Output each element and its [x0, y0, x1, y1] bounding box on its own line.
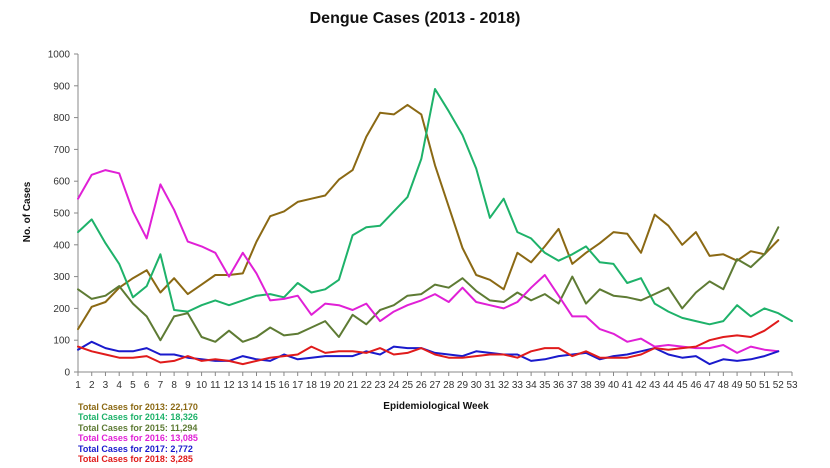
x-tick-label: 36 [553, 380, 565, 391]
y-tick-label: 400 [53, 240, 70, 251]
x-tick-label: 32 [498, 380, 510, 391]
x-tick-label: 33 [512, 380, 524, 391]
x-tick-label: 3 [103, 380, 109, 391]
x-tick-label: 29 [457, 380, 469, 391]
x-tick-label: 22 [361, 380, 373, 391]
x-axis-title: Epidemiological Week [383, 401, 489, 412]
series-layer [77, 88, 793, 366]
x-tick-label: 4 [116, 380, 122, 391]
y-tick-label: 600 [53, 177, 70, 188]
y-tick-label: 0 [64, 368, 70, 379]
x-tick-label: 19 [320, 380, 332, 391]
x-tick-label: 49 [732, 380, 744, 391]
x-tick-label: 20 [333, 380, 345, 391]
x-tick-label: 46 [690, 380, 702, 391]
y-tick-label: 1000 [48, 50, 71, 61]
x-tick-label: 12 [223, 380, 235, 391]
y-axis-title: No. of Cases [22, 181, 33, 242]
x-tick-label: 42 [635, 380, 647, 391]
y-tick-label: 300 [53, 272, 70, 283]
y-tick-label: 200 [53, 304, 70, 315]
x-tick-label: 28 [443, 380, 455, 391]
x-tick-label: 47 [704, 380, 716, 391]
x-tick-label: 6 [144, 380, 150, 391]
x-tick-label: 24 [388, 380, 400, 391]
total-2017: Total Cases for 2017: 2,772 [78, 443, 193, 454]
x-tick-label: 51 [759, 380, 771, 391]
x-tick-label: 34 [526, 380, 538, 391]
y-tick-label: 100 [53, 336, 70, 347]
total-2015: Total Cases for 2015: 11,294 [78, 422, 198, 433]
x-tick-label: 11 [210, 380, 221, 391]
x-tick-label: 38 [580, 380, 592, 391]
x-tick-label: 35 [539, 380, 551, 391]
series-line-5 [77, 320, 780, 366]
x-tick-label: 7 [158, 380, 164, 391]
y-tick-label: 500 [53, 209, 70, 220]
x-tick-label: 18 [306, 380, 318, 391]
x-tick-label: 52 [773, 380, 785, 391]
x-tick-label: 8 [171, 380, 177, 391]
x-tick-label: 43 [649, 380, 661, 391]
y-tick-label: 800 [53, 113, 70, 124]
series-line-0 [77, 103, 780, 331]
series-line-3 [77, 169, 780, 354]
x-tick-label: 16 [278, 380, 290, 391]
x-tick-label: 21 [347, 380, 359, 391]
x-tick-label: 48 [718, 380, 730, 391]
x-tick-label: 9 [185, 380, 191, 391]
x-tick-label: 2 [89, 380, 95, 391]
y-tick-label: 700 [53, 145, 70, 156]
x-tick-label: 45 [677, 380, 689, 391]
x-tick-label: 53 [786, 380, 798, 391]
x-tick-label: 37 [567, 380, 579, 391]
total-2014: Total Cases for 2014: 18,326 [78, 412, 198, 423]
x-tick-label: 27 [429, 380, 441, 391]
x-tick-label: 13 [237, 380, 249, 391]
total-2016: Total Cases for 2016: 13,085 [78, 433, 198, 444]
x-tick-label: 44 [663, 380, 675, 391]
total-2018: Total Cases for 2018: 3,285 [78, 454, 193, 464]
x-tick-label: 50 [745, 380, 757, 391]
chart-title: Dengue Cases (2013 - 2018) [309, 10, 521, 27]
series-line-2 [77, 226, 780, 343]
x-tick-label: 17 [292, 380, 304, 391]
x-tick-label: 10 [196, 380, 208, 391]
x-tick-label: 25 [402, 380, 414, 391]
x-tick-label: 15 [265, 380, 277, 391]
y-tick-label: 900 [53, 81, 70, 92]
x-tick-label: 1 [75, 380, 81, 391]
x-tick-label: 14 [251, 380, 263, 391]
x-tick-label: 23 [375, 380, 387, 391]
x-tick-label: 5 [130, 380, 136, 391]
x-tick-label: 39 [594, 380, 606, 391]
x-tick-label: 26 [416, 380, 428, 391]
x-tick-label: 31 [484, 380, 496, 391]
series-line-1 [77, 88, 793, 326]
x-tick-label: 40 [608, 380, 620, 391]
x-tick-label: 41 [622, 380, 634, 391]
x-tick-label: 30 [471, 380, 483, 391]
total-2013: Total Cases for 2013: 22,170 [78, 402, 198, 412]
